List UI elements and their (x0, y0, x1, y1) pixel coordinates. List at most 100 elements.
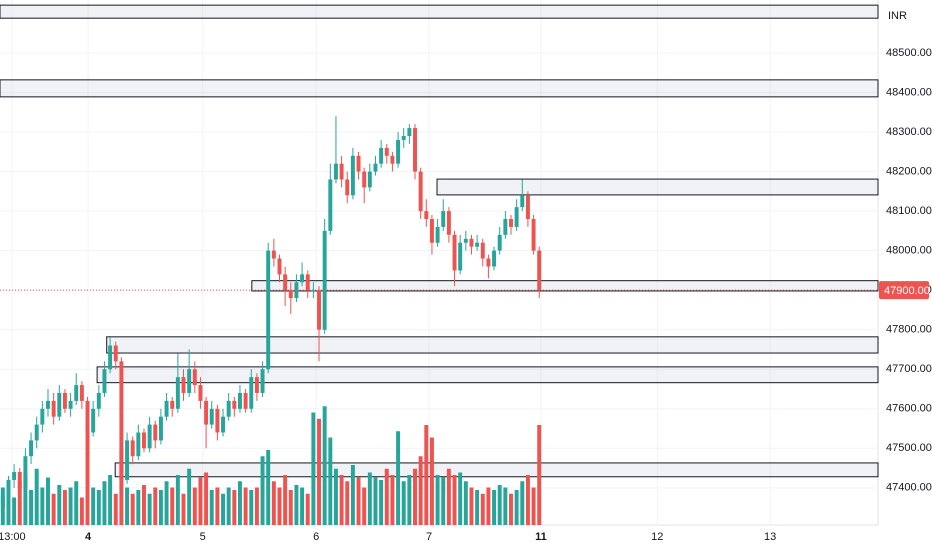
volume-bar (497, 485, 502, 525)
volume-bar (503, 487, 508, 525)
x-tick-label: 7 (426, 531, 432, 543)
volume-bar (237, 481, 242, 525)
volume-bar (96, 490, 101, 525)
candle-body (254, 377, 259, 393)
volume-bar (74, 481, 79, 525)
candle-body (130, 440, 135, 457)
volume-bar (435, 475, 440, 525)
volume-bar (373, 477, 378, 525)
candle-body (441, 211, 446, 227)
volume-layer (0, 406, 542, 525)
volume-bar (170, 487, 175, 525)
volume-bar (68, 487, 73, 525)
volume-bar (480, 493, 485, 525)
volume-bar (492, 490, 497, 525)
volume-bar (294, 485, 299, 525)
volume-bar (192, 487, 197, 525)
volume-bar (209, 490, 214, 525)
volume-bar (23, 475, 28, 525)
y-tick-label: 48300.00 (886, 126, 932, 138)
candle-body (266, 250, 271, 370)
y-tick-label: 47700.00 (886, 363, 932, 375)
zones-layer (0, 4, 879, 478)
volume-bar (266, 450, 271, 525)
candle-body (79, 385, 84, 401)
candle-body (57, 392, 62, 417)
candle-body (497, 234, 502, 251)
candle-body (446, 211, 451, 235)
candle-body (362, 171, 367, 188)
x-tick-label: 12 (651, 531, 663, 543)
candle-body (367, 171, 372, 188)
y-tick-label: 47800.00 (886, 324, 932, 336)
volume-bar (350, 465, 355, 525)
volume-bar (254, 487, 259, 525)
volume-bar (339, 475, 344, 525)
candle-body (311, 290, 316, 292)
y-tick-label: 47500.00 (886, 442, 932, 454)
volume-bar (288, 490, 293, 525)
candle-body (74, 385, 79, 401)
candle-body (373, 163, 378, 172)
volume-bar (102, 481, 107, 525)
candle-body (113, 345, 118, 362)
candle-body (119, 361, 124, 480)
candle-body (158, 416, 163, 441)
candle-body (277, 258, 282, 275)
zone (0, 79, 879, 98)
volume-bar (520, 481, 525, 525)
candle-body (91, 408, 96, 433)
candle-body (413, 128, 417, 172)
volume-bar (204, 472, 209, 525)
candle-body (147, 424, 152, 449)
volume-bar (226, 487, 231, 525)
volume-bar (345, 481, 350, 525)
candle-body (243, 392, 248, 409)
volume-bar (446, 468, 451, 525)
volume-bar (305, 493, 310, 525)
x-tick-label: 4 (85, 531, 92, 543)
volume-bar (46, 477, 50, 525)
volume-bar (413, 468, 417, 525)
x-tick-label: 13 (764, 531, 776, 543)
volume-bar (356, 477, 361, 525)
volume-bar (367, 472, 372, 525)
candle-body (17, 472, 22, 488)
candle-body (108, 345, 113, 370)
zone (96, 366, 879, 384)
candle-body (237, 392, 242, 409)
volume-bar (514, 490, 519, 525)
candle-body (520, 195, 525, 208)
volume-bar (158, 490, 163, 525)
zone (114, 462, 879, 478)
candle-body (480, 242, 485, 259)
candle-body (102, 369, 107, 393)
volume-bar (429, 437, 434, 525)
volume-bar (215, 487, 220, 525)
volume-bar (525, 475, 530, 525)
volume-bar (401, 481, 406, 525)
volume-bar (232, 490, 237, 525)
last-price-label: 47900.00 (884, 285, 930, 297)
volume-bar (249, 490, 254, 525)
volume-bar (396, 431, 401, 525)
candle-body (525, 195, 530, 220)
candle-body (300, 274, 305, 283)
candle-body (294, 282, 299, 299)
candle-body (350, 155, 355, 196)
candle-body (23, 456, 28, 488)
volume-bar (243, 487, 248, 525)
candle-body (503, 219, 508, 235)
candle-body (463, 238, 468, 243)
volume-bar (333, 468, 338, 525)
volume-bar (29, 490, 34, 525)
volume-bar (136, 490, 141, 525)
x-tick-label: 11 (535, 531, 547, 543)
currency-label: INR (888, 10, 907, 22)
candle-body (192, 369, 197, 386)
volume-bar (181, 493, 186, 525)
candle-body (486, 258, 491, 267)
candle-body (401, 135, 406, 140)
volume-bar (384, 468, 389, 525)
y-tick-label: 47600.00 (886, 403, 932, 415)
